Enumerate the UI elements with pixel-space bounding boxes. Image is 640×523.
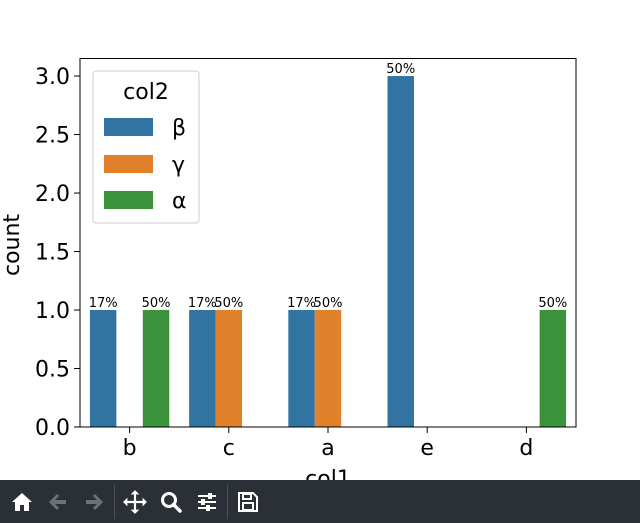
bar: [288, 310, 315, 427]
zoom-button[interactable]: [153, 480, 189, 523]
bar-data-label: 50%: [386, 62, 415, 77]
x-tick-label: c: [223, 436, 235, 461]
bar-data-label: 50%: [538, 296, 567, 311]
toolbar-separator: [227, 484, 228, 519]
bar-chart: 17% 17% 17%50%50% 50%50% 50% 0.00.51.01.52.0…: [0, 58, 577, 492]
legend-label-0: β: [172, 116, 186, 141]
x-tick-label: a: [321, 436, 334, 461]
x-axis-label: col1: [305, 467, 351, 480]
legend-box: [92, 70, 200, 224]
home-icon: [12, 492, 32, 511]
navigation-toolbar: [0, 480, 640, 523]
bar-data-label: 17%: [287, 296, 316, 311]
bar-data-label: 17%: [89, 296, 118, 311]
bar: [89, 310, 117, 427]
y-tick-label: 0.5: [35, 358, 70, 383]
bar-data-label: 17%: [188, 296, 217, 311]
home-button[interactable]: [4, 480, 40, 523]
y-axis: 0.0 0.5 1.0 1.5 2.0 2.5 3.0: [35, 65, 80, 441]
save-icon: [238, 491, 258, 512]
y-tick-label: 3.0: [35, 65, 70, 90]
bar: [142, 310, 170, 427]
forward-button[interactable]: [76, 480, 112, 523]
toolbar-separator: [114, 484, 115, 519]
bar-labels-layer: 17% 17% 17%50%50% 50%50% 50%: [89, 62, 568, 311]
legend: col2 β γ α: [92, 70, 200, 224]
pan-button[interactable]: [117, 480, 153, 523]
save-button[interactable]: [230, 480, 266, 523]
x-tick-label: d: [519, 436, 533, 461]
configure-subplots-button[interactable]: [189, 480, 225, 523]
bar: [314, 310, 342, 427]
bar: [215, 310, 243, 427]
y-tick-label: 1.5: [35, 241, 70, 266]
bar-data-label: 50%: [142, 296, 171, 311]
bar-data-label: 50%: [214, 296, 243, 311]
x-tick-label: e: [420, 436, 434, 461]
back-button[interactable]: [40, 480, 76, 523]
bars-layer: [89, 76, 567, 428]
bar: [539, 310, 567, 427]
back-arrow-icon: [49, 493, 66, 510]
configure-subplots-icon: [198, 492, 216, 511]
legend-label-2: α: [172, 189, 187, 214]
y-tick-label: 2.5: [35, 124, 70, 149]
x-tick-label: b: [123, 436, 137, 461]
y-tick-label: 1.0: [35, 299, 70, 324]
legend-swatch-0: [104, 118, 153, 136]
bar-data-label: 50%: [314, 296, 343, 311]
chart-figure: 17% 17% 17% 50% 50% 50% 50% 50% 0.0 0.5 1.0 1.5 2.0…: [0, 58, 577, 492]
legend-swatch-2: [104, 191, 153, 209]
y-tick-label: 0.0: [35, 416, 70, 441]
legend-label-1: γ: [172, 153, 185, 178]
legend-title: col2: [123, 80, 169, 105]
bar: [387, 76, 414, 428]
forward-arrow-icon: [86, 493, 103, 510]
zoom-icon: [161, 491, 182, 513]
bar: [189, 310, 216, 427]
y-tick-label: 2.0: [35, 182, 70, 207]
pan-icon: [123, 489, 147, 514]
y-axis-label: count: [0, 214, 25, 276]
legend-swatch-1: [104, 155, 153, 173]
